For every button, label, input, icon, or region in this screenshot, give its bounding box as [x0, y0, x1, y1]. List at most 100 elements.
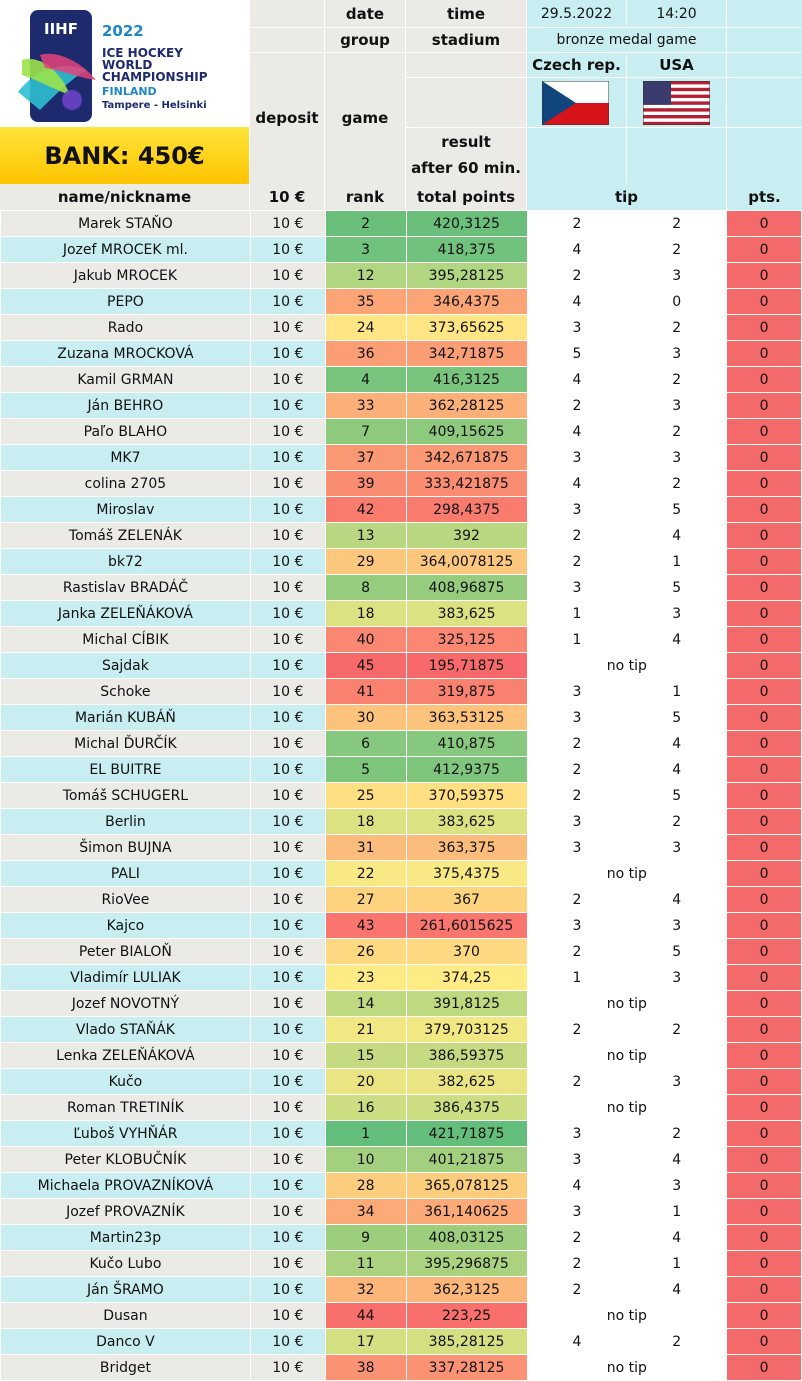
player-deposit: 10 €: [249, 1224, 326, 1251]
player-points: 0: [726, 418, 802, 445]
player-deposit: 10 €: [249, 418, 326, 445]
player-points: 0: [726, 756, 802, 783]
player-total-points: 298,4375: [405, 496, 528, 523]
player-total-points: 412,9375: [405, 756, 528, 783]
player-total-points: 370,59375: [405, 782, 528, 809]
player-deposit: 10 €: [249, 392, 326, 419]
player-points: 0: [726, 470, 802, 497]
player-total-points: 374,25: [405, 964, 528, 991]
player-total-points: 364,0078125: [405, 548, 528, 575]
player-points: 0: [726, 392, 802, 419]
player-total-points: 391,8125: [405, 990, 528, 1017]
player-deposit: 10 €: [249, 366, 326, 393]
table-row: Miroslav 10 €42 298,4375 3 5 0: [0, 496, 802, 523]
player-points: 0: [726, 1328, 802, 1355]
player-points: 0: [726, 912, 802, 939]
player-rank: 27: [324, 886, 407, 913]
player-rank: 1: [324, 1120, 407, 1147]
player-total-points: 408,03125: [405, 1224, 528, 1251]
match-stage: bronze medal game: [556, 31, 697, 48]
player-total-points: 410,875: [405, 730, 528, 757]
tip-team1: 1: [526, 600, 628, 627]
col-header-total: total points: [416, 188, 516, 206]
player-rank: 43: [324, 912, 407, 939]
player-total-points: 333,421875: [405, 470, 528, 497]
tip-team1: 2: [526, 522, 628, 549]
tip-team2: 5: [626, 496, 728, 523]
table-row: Lenka ZELEŇÁKOVÁ 10 €15 386,59375 no tip 0: [0, 1042, 802, 1069]
no-tip-cell: no tip: [526, 1354, 728, 1381]
player-deposit: 10 €: [249, 470, 326, 497]
player-total-points: 408,96875: [405, 574, 528, 601]
tip-team1: 2: [526, 730, 628, 757]
tip-team2: 0: [626, 288, 728, 315]
player-rank: 18: [324, 808, 407, 835]
tip-team2: 3: [626, 834, 728, 861]
player-points: 0: [726, 1276, 802, 1303]
tip-team1: 3: [526, 808, 628, 835]
player-points: 0: [726, 990, 802, 1017]
player-deposit: 10 €: [249, 860, 326, 887]
player-points: 0: [726, 1250, 802, 1277]
player-deposit: 10 €: [249, 210, 326, 237]
player-name: Michal CÍBIK: [0, 626, 251, 653]
tip-team2: 5: [626, 938, 728, 965]
player-deposit: 10 €: [249, 1354, 326, 1381]
tip-team2: 3: [626, 340, 728, 367]
player-name: Danco V: [0, 1328, 251, 1355]
player-name: Ján BEHRO: [0, 392, 251, 419]
player-deposit: 10 €: [249, 288, 326, 315]
player-name: PALI: [0, 860, 251, 887]
player-total-points: 363,53125: [405, 704, 528, 731]
player-total-points: 383,625: [405, 808, 528, 835]
player-name: Paľo BLAHO: [0, 418, 251, 445]
player-name: Michal ĎURČÍK: [0, 730, 251, 757]
player-rank: 44: [324, 1302, 407, 1329]
tip-team2: 1: [626, 1250, 728, 1277]
table-row: Vladimír LULIAK 10 €23 374,25 1 3 0: [0, 964, 802, 991]
tip-team1: 1: [526, 626, 628, 653]
player-rank: 16: [324, 1094, 407, 1121]
table-row: Peter KLOBUČNÍK 10 €10 401,21875 3 4 0: [0, 1146, 802, 1173]
player-deposit: 10 €: [249, 1172, 326, 1199]
player-total-points: 362,3125: [405, 1276, 528, 1303]
player-deposit: 10 €: [249, 938, 326, 965]
tip-team1: 2: [526, 1276, 628, 1303]
player-rank: 11: [324, 1250, 407, 1277]
player-deposit: 10 €: [249, 626, 326, 653]
col-header-pts: pts.: [748, 188, 781, 206]
tip-team1: 2: [526, 392, 628, 419]
player-total-points: 363,375: [405, 834, 528, 861]
tip-team2: 2: [626, 470, 728, 497]
player-name: Berlin: [0, 808, 251, 835]
table-row: Ľuboš VYHŇÁR 10 €1 421,71875 3 2 0: [0, 1120, 802, 1147]
player-total-points: 342,71875: [405, 340, 528, 367]
player-rank: 35: [324, 288, 407, 315]
tip-team2: 1: [626, 548, 728, 575]
player-deposit: 10 €: [249, 444, 326, 471]
player-rank: 33: [324, 392, 407, 419]
player-points: 0: [726, 574, 802, 601]
player-name: Tomáš SCHUGERL: [0, 782, 251, 809]
tip-team1: 3: [526, 314, 628, 341]
player-name: RioVee: [0, 886, 251, 913]
table-row: MK7 10 €37 342,671875 3 3 0: [0, 444, 802, 471]
player-name: Kajco: [0, 912, 251, 939]
player-name: Rado: [0, 314, 251, 341]
player-total-points: 337,28125: [405, 1354, 528, 1381]
player-points: 0: [726, 444, 802, 471]
tip-team2: 4: [626, 1146, 728, 1173]
player-deposit: 10 €: [249, 548, 326, 575]
logo-country: FINLAND: [102, 85, 157, 98]
player-name: Michaela PROVAZNÍKOVÁ: [0, 1172, 251, 1199]
player-deposit: 10 €: [249, 1094, 326, 1121]
table-row: Kučo Lubo 10 €11 395,296875 2 1 0: [0, 1250, 802, 1277]
tip-team1: 4: [526, 1328, 628, 1355]
tip-team2: 4: [626, 522, 728, 549]
player-rank: 40: [324, 626, 407, 653]
player-deposit: 10 €: [249, 1016, 326, 1043]
no-tip-cell: no tip: [526, 1302, 728, 1329]
player-rank: 7: [324, 418, 407, 445]
match-time: 14:20: [656, 5, 697, 22]
player-rank: 32: [324, 1276, 407, 1303]
